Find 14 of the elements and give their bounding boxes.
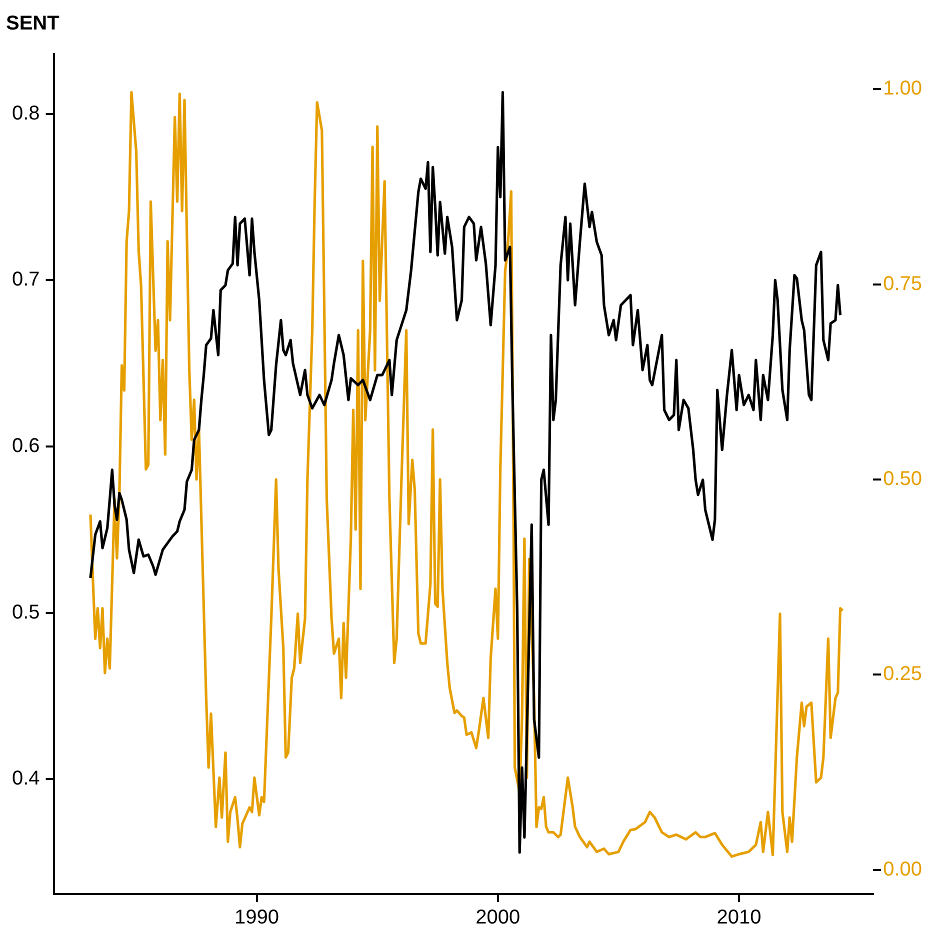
y-tick-label: 0.7 (12, 268, 40, 291)
y-tick-label: 0.6 (12, 435, 40, 458)
y2-tick-label: 0.50 (883, 468, 922, 490)
y2-tick-label: 0.75 (883, 272, 922, 295)
x-tick-label: 1990 (234, 906, 280, 929)
y2-tick-label: 0.25 (883, 663, 922, 686)
x-tick-label: 2010 (716, 906, 762, 929)
y2-tick-label: 1.00 (883, 78, 922, 100)
y-tick-label: 0.8 (12, 102, 40, 124)
chart-title: SENT (6, 12, 60, 35)
x-tick-label: 2000 (476, 906, 520, 929)
y-tick-label: 0.5 (12, 601, 40, 624)
y-tick-label: 0.4 (12, 768, 40, 790)
y2-tick-label: 0.00 (883, 858, 922, 880)
